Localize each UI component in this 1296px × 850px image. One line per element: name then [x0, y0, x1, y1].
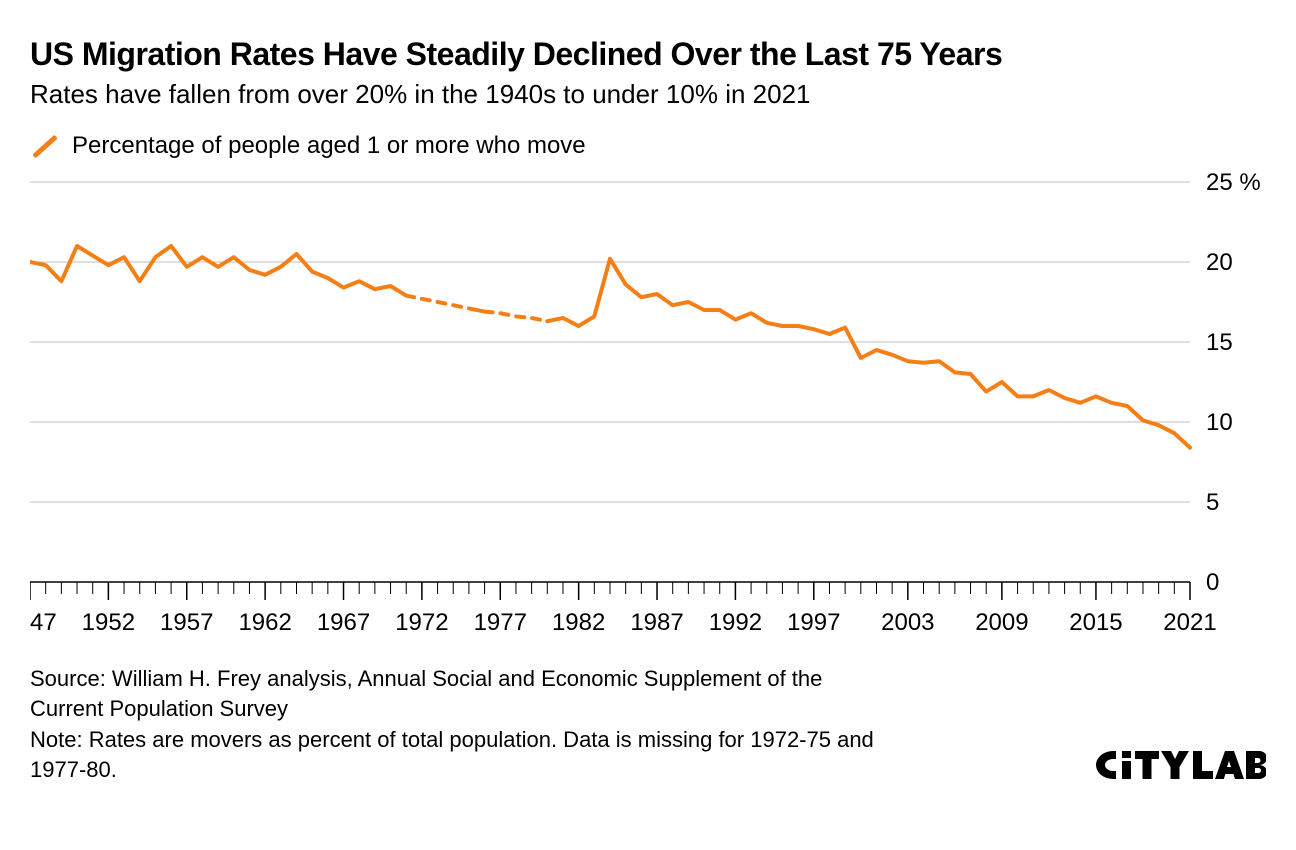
svg-text:2009: 2009: [975, 609, 1028, 636]
svg-text:25 %: 25 %: [1206, 172, 1261, 196]
svg-text:1962: 1962: [238, 609, 291, 636]
note-text: Note: Rates are movers as percent of tot…: [30, 725, 890, 784]
svg-text:20: 20: [1206, 249, 1233, 276]
citylab-logo: [1096, 748, 1266, 787]
source-text: Source: William H. Frey analysis, Annual…: [30, 664, 890, 723]
chart-area: 0 5 10 15 20 25 % 1947 1952 1957 1962 1967 1972 1977…: [30, 172, 1266, 642]
legend-swatch: [32, 134, 58, 158]
line-chart-svg: 0 5 10 15 20 25 % 1947 1952 1957 1962 1967 1972 1977…: [30, 172, 1270, 642]
svg-text:1972: 1972: [395, 609, 448, 636]
svg-text:1947: 1947: [30, 609, 57, 636]
svg-text:1992: 1992: [709, 609, 762, 636]
svg-text:5: 5: [1206, 489, 1219, 516]
logo-svg: [1096, 748, 1266, 782]
legend-label: Percentage of people aged 1 or more who …: [72, 132, 586, 160]
svg-text:1967: 1967: [317, 609, 370, 636]
chart-title: US Migration Rates Have Steadily Decline…: [30, 36, 1266, 73]
svg-text:1957: 1957: [160, 609, 213, 636]
svg-text:15: 15: [1206, 329, 1233, 356]
svg-text:2021: 2021: [1163, 609, 1216, 636]
svg-text:1997: 1997: [787, 609, 840, 636]
legend: Percentage of people aged 1 or more who …: [30, 132, 1266, 160]
svg-text:0: 0: [1206, 569, 1219, 596]
svg-text:10: 10: [1206, 409, 1233, 436]
svg-text:1982: 1982: [552, 609, 605, 636]
svg-text:2015: 2015: [1069, 609, 1122, 636]
svg-text:1987: 1987: [630, 609, 683, 636]
chart-footnotes: Source: William H. Frey analysis, Annual…: [30, 664, 890, 787]
svg-text:2003: 2003: [881, 609, 934, 636]
svg-text:1977: 1977: [474, 609, 527, 636]
svg-text:1952: 1952: [82, 609, 135, 636]
chart-subtitle: Rates have fallen from over 20% in the 1…: [30, 79, 1266, 110]
